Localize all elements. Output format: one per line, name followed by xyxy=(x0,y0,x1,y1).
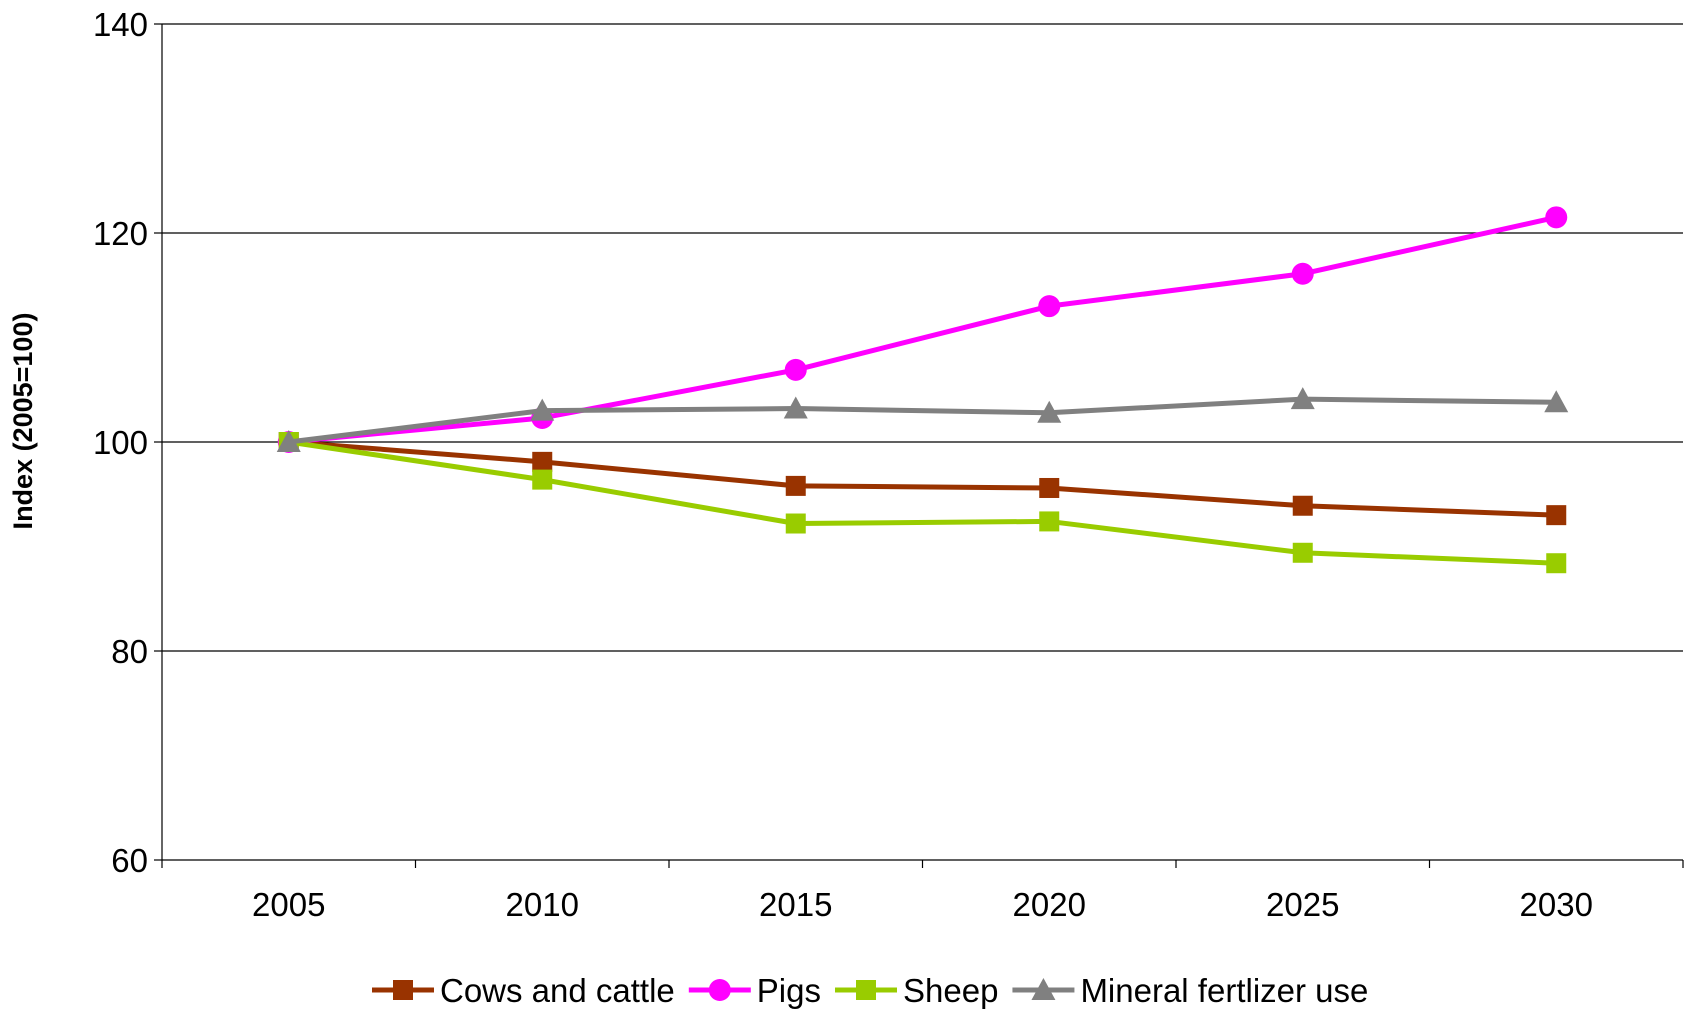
series-sheep xyxy=(278,432,1567,574)
y-tick-label: 80 xyxy=(111,633,148,670)
x-tick-label: 2015 xyxy=(759,886,832,923)
data-point xyxy=(532,451,553,472)
x-axis-ticks: 2005 2010 2015 2020 2025 2030 xyxy=(161,860,1684,923)
data-point xyxy=(1292,495,1313,516)
data-point xyxy=(1037,400,1062,423)
series-line xyxy=(288,439,1557,566)
series-cows-and-cattle xyxy=(278,432,1567,526)
data-point xyxy=(1039,477,1060,498)
legend-label: Cows and cattle xyxy=(440,972,675,1009)
data-point xyxy=(1544,390,1569,413)
legend-item: Cows and cattle xyxy=(372,972,675,1009)
data-point xyxy=(1039,511,1060,532)
data-point xyxy=(1291,262,1314,285)
data-point xyxy=(1546,553,1567,574)
x-tick-label: 2025 xyxy=(1266,886,1339,923)
series-mineral-fertlizer-use xyxy=(276,387,1569,452)
y-axis-ticks: 60 80 100 120 140 xyxy=(93,6,162,879)
legend-label: Sheep xyxy=(903,972,998,1009)
data-point xyxy=(785,513,806,534)
series-line xyxy=(288,214,1557,445)
data-point xyxy=(784,358,807,381)
y-tick-label: 60 xyxy=(111,842,148,879)
legend-item: Sheep xyxy=(835,972,998,1009)
data-point xyxy=(1545,206,1568,229)
legend-label: Mineral fertlizer use xyxy=(1080,972,1368,1009)
legend-item: Pigs xyxy=(688,972,821,1009)
x-tick-label: 2020 xyxy=(1013,886,1086,923)
series-pigs xyxy=(277,206,1568,453)
data-point xyxy=(532,469,553,490)
data-point xyxy=(783,396,808,419)
legend-marker xyxy=(1031,978,1056,1000)
legend-label: Pigs xyxy=(757,972,821,1009)
data-point xyxy=(276,430,301,452)
data-point xyxy=(1292,542,1313,563)
y-tick-label: 140 xyxy=(93,6,148,43)
legend: Cows and cattle Pigs Sheep Mineral fertlize… xyxy=(372,972,1368,1009)
legend-marker xyxy=(393,980,413,1000)
x-tick-label: 2005 xyxy=(252,886,325,923)
data-point xyxy=(530,398,555,421)
legend-marker xyxy=(856,980,876,1000)
x-tick-label: 2030 xyxy=(1520,886,1593,923)
legend-marker xyxy=(708,979,731,1001)
y-axis-title: Index (2005=100) xyxy=(8,313,38,530)
data-point xyxy=(1546,505,1567,526)
legend-item: Mineral fertlizer use xyxy=(1012,972,1368,1009)
data-point xyxy=(1038,295,1061,318)
x-tick-label: 2010 xyxy=(506,886,579,923)
gridlines xyxy=(162,23,1683,652)
y-tick-label: 120 xyxy=(93,215,148,252)
data-point xyxy=(1290,387,1315,410)
data-point xyxy=(785,475,806,496)
series-line xyxy=(288,439,1557,518)
data-series xyxy=(276,206,1569,574)
series-line xyxy=(288,396,1557,445)
y-tick-label: 100 xyxy=(93,424,148,461)
